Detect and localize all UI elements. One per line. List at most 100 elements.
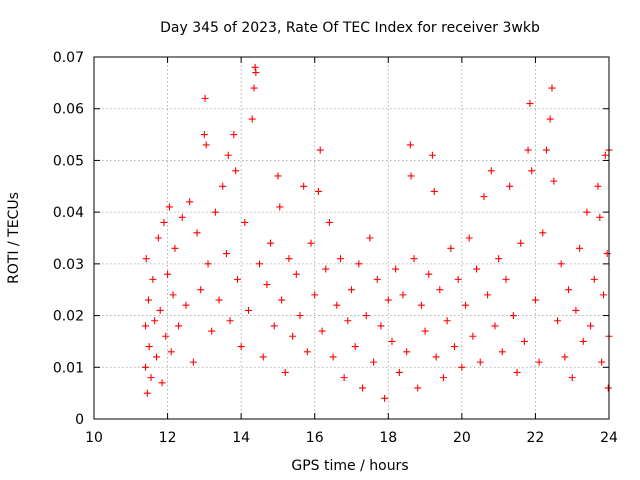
data-point: [248, 115, 256, 123]
data-point: [143, 389, 151, 397]
data-point: [285, 255, 293, 263]
data-point: [596, 213, 604, 221]
data-point: [147, 374, 155, 382]
data-point: [432, 353, 440, 361]
data-point: [436, 286, 444, 294]
data-point: [568, 374, 576, 382]
data-point: [421, 327, 429, 335]
data-point: [142, 363, 149, 371]
data-point: [520, 337, 528, 345]
data-point: [458, 363, 466, 371]
data-point: [333, 301, 341, 309]
data-point: [167, 348, 175, 356]
data-point: [215, 296, 223, 304]
y-tick-label: 0: [75, 412, 84, 428]
data-point: [381, 394, 389, 402]
data-point: [565, 286, 573, 294]
data-point: [300, 182, 308, 190]
data-point: [348, 286, 355, 294]
data-point: [451, 343, 458, 351]
tick-labels: 10 12 14 16 18 20 22 24 0 0.01 0.02 0.03 0.04 0.05 0.0…: [53, 50, 618, 446]
data-point: [281, 368, 289, 376]
x-tick-label: 10: [85, 430, 103, 446]
data-point: [443, 317, 451, 325]
data-point: [251, 63, 259, 71]
data-point: [410, 255, 418, 263]
data-point: [524, 146, 532, 154]
data-point: [270, 322, 278, 330]
data-point: [219, 182, 227, 190]
data-point: [370, 358, 378, 366]
data-point: [469, 332, 477, 340]
data-point: [276, 203, 284, 211]
data-point: [171, 244, 179, 252]
x-tick-label: 14: [232, 430, 250, 446]
data-point: [480, 193, 488, 201]
data-point: [311, 291, 319, 299]
y-tick-label: 0.06: [53, 102, 84, 118]
data-point: [162, 332, 170, 340]
data-point: [154, 234, 162, 242]
x-tick-label: 12: [159, 430, 177, 446]
data-point: [153, 353, 161, 361]
data-point: [316, 146, 324, 154]
data-point: [388, 337, 396, 345]
y-tick-label: 0.01: [53, 360, 84, 376]
data-point: [583, 208, 591, 216]
data-point: [377, 322, 385, 330]
data-point: [204, 260, 212, 268]
data-points: [142, 63, 613, 402]
data-point: [156, 306, 164, 314]
data-point: [392, 265, 400, 273]
data-point: [447, 244, 455, 252]
data-point: [322, 265, 330, 273]
data-point: [528, 167, 536, 175]
data-point: [417, 301, 425, 309]
data-point: [151, 317, 159, 325]
data-point: [428, 151, 436, 159]
data-point: [164, 270, 172, 278]
data-point: [399, 291, 407, 299]
y-tick-label: 0.03: [53, 257, 84, 273]
data-point: [535, 358, 543, 366]
data-point: [149, 275, 157, 283]
data-point: [175, 322, 183, 330]
data-point: [384, 296, 392, 304]
data-point: [557, 260, 565, 268]
data-point: [561, 353, 569, 361]
data-point: [237, 343, 245, 351]
data-point: [407, 172, 415, 180]
data-point: [599, 291, 607, 299]
data-point: [250, 84, 258, 92]
data-point: [318, 327, 326, 335]
data-point: [406, 141, 414, 149]
data-point: [604, 384, 612, 392]
x-tick-label: 18: [379, 430, 397, 446]
data-point: [208, 327, 216, 335]
data-point: [601, 151, 609, 159]
data-point: [603, 250, 611, 258]
data-point: [531, 296, 539, 304]
data-point: [274, 172, 282, 180]
data-point: [158, 379, 166, 387]
data-point: [590, 275, 598, 283]
data-point: [267, 239, 275, 247]
x-tick-label: 20: [453, 430, 471, 446]
data-point: [289, 332, 297, 340]
chart-title: Day 345 of 2023, Rate Of TEC Index for r…: [160, 20, 540, 36]
data-point: [495, 255, 503, 263]
data-point: [462, 301, 470, 309]
data-point: [245, 306, 252, 314]
data-point: [395, 368, 403, 376]
data-point: [329, 353, 337, 361]
x-tick-label: 16: [306, 430, 324, 446]
data-point: [252, 69, 260, 77]
data-point: [256, 260, 264, 268]
y-tick-label: 0.02: [53, 309, 84, 325]
data-point: [542, 146, 550, 154]
data-point: [182, 301, 190, 309]
data-point: [259, 353, 267, 361]
data-point: [142, 322, 149, 330]
data-point: [454, 275, 462, 283]
